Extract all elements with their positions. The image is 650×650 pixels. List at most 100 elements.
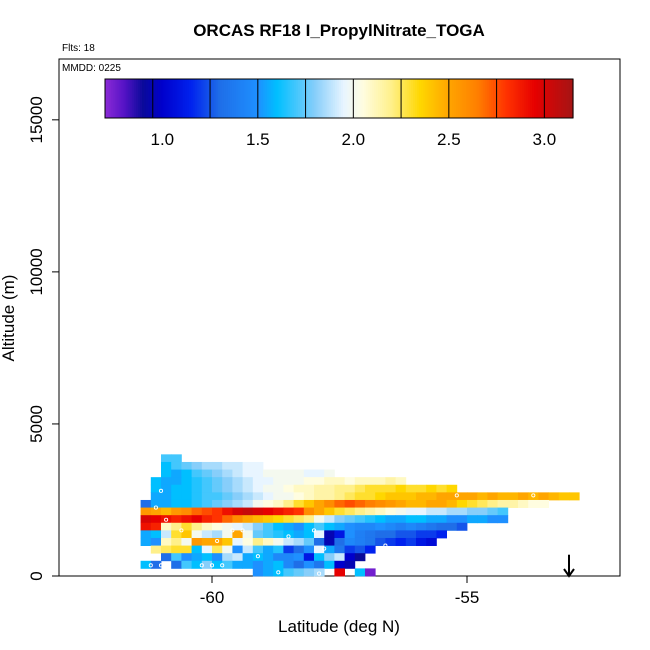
y-tick-label: 15000 xyxy=(27,96,46,143)
heatmap-cell xyxy=(283,507,294,516)
heatmap-cell xyxy=(150,537,162,546)
heatmap-cell xyxy=(314,477,325,486)
heatmap-cell xyxy=(303,469,315,478)
colorbar-swatch xyxy=(383,79,387,118)
heatmap-cell xyxy=(324,553,335,562)
x-axis-label: Latitude (deg N) xyxy=(278,617,400,636)
colorbar-swatch xyxy=(553,79,557,118)
heatmap-cell xyxy=(303,492,315,501)
heatmap-cell xyxy=(171,545,182,554)
heatmap-cell xyxy=(263,568,274,577)
heatmap-cell xyxy=(395,507,407,516)
colorbar-swatch xyxy=(231,79,235,118)
heatmap-cell xyxy=(293,515,305,524)
heatmap-cell xyxy=(252,560,264,569)
heatmap-cell xyxy=(395,499,407,508)
heatmap-cell xyxy=(201,522,213,531)
heatmap-cell xyxy=(252,461,264,470)
sample-marker xyxy=(220,563,225,568)
heatmap-cell xyxy=(446,492,458,501)
heatmap-cell xyxy=(252,515,264,524)
heatmap-cell xyxy=(252,477,264,486)
heatmap-cell xyxy=(365,515,376,524)
heatmap-cell xyxy=(324,515,335,524)
colorbar-swatch xyxy=(358,79,362,118)
heatmap-cell xyxy=(334,515,345,524)
heatmap-cell xyxy=(385,530,396,539)
heatmap-cell xyxy=(201,507,213,516)
heatmap-cell xyxy=(191,515,203,524)
colorbar-swatch xyxy=(457,79,461,118)
heatmap-cell xyxy=(436,522,447,531)
colorbar-swatch xyxy=(220,79,223,118)
heatmap-cell xyxy=(222,537,233,546)
heatmap-cell xyxy=(426,515,437,524)
heatmap-cell xyxy=(161,477,172,486)
sample-marker xyxy=(240,528,245,533)
heatmap-cell xyxy=(365,507,376,516)
heatmap-cell xyxy=(161,507,172,516)
aircraft-position-arrow xyxy=(563,554,575,578)
colorbar-swatch xyxy=(428,79,432,118)
colorbar-swatch xyxy=(543,79,547,118)
colorbar-swatch xyxy=(561,79,564,118)
heatmap-cell xyxy=(171,484,182,493)
heatmap-cell xyxy=(232,522,243,531)
heatmap-cell xyxy=(365,545,376,554)
heatmap-cell xyxy=(293,507,305,516)
heatmap-cell xyxy=(416,522,427,531)
heatmap-cell xyxy=(191,507,203,516)
colorbar-tick-label: 2.5 xyxy=(437,130,461,149)
colorbar-swatch xyxy=(496,79,500,118)
heatmap-cell xyxy=(150,522,162,531)
colorbar-swatch xyxy=(122,79,126,118)
heatmap-cell xyxy=(232,530,243,539)
colorbar-swatch xyxy=(120,79,124,118)
heatmap-cell xyxy=(232,507,243,516)
colorbar-swatch xyxy=(163,79,167,118)
heatmap-cell xyxy=(375,499,386,508)
heatmap-cell xyxy=(212,492,223,501)
heatmap-cell xyxy=(538,499,549,508)
heatmap-cell xyxy=(426,484,437,493)
heatmap-cell xyxy=(354,537,366,546)
heatmap-cell xyxy=(314,560,325,569)
heatmap-cell xyxy=(446,515,458,524)
heatmap-cell xyxy=(283,492,294,501)
sample-marker xyxy=(164,517,169,522)
heatmap-cell xyxy=(181,461,192,470)
heatmap-cell xyxy=(212,499,223,508)
heatmap-cell xyxy=(385,537,396,546)
colorbar-swatch xyxy=(454,79,457,118)
colorbar-swatch xyxy=(434,79,438,118)
colorbar-swatch xyxy=(329,79,332,118)
heatmap-cell xyxy=(456,522,468,531)
colorbar-swatch xyxy=(547,79,551,118)
heatmap-cell xyxy=(303,507,315,516)
sample-marker xyxy=(255,554,260,559)
heatmap-cell xyxy=(324,560,335,569)
colorbar-swatch xyxy=(539,79,543,118)
heatmap-cell xyxy=(252,568,264,577)
heatmap-cell xyxy=(518,499,529,508)
heatmap-cell xyxy=(201,461,213,470)
colorbar-swatch xyxy=(262,79,266,118)
colorbar-swatch xyxy=(140,79,143,118)
heatmap-cell xyxy=(242,560,254,569)
heatmap-cell xyxy=(242,469,254,478)
heatmap-cell xyxy=(314,499,325,508)
colorbar-swatch xyxy=(491,79,494,118)
colorbar-swatch xyxy=(551,79,555,118)
colorbar-swatch xyxy=(114,79,118,118)
heatmap-cell xyxy=(375,522,386,531)
heatmap-cell xyxy=(477,515,488,524)
colorbar-swatch xyxy=(145,79,149,118)
colorbar-swatch xyxy=(450,79,453,118)
colorbar-swatch xyxy=(126,79,129,118)
colorbar-swatch xyxy=(463,79,467,118)
heatmap-cell xyxy=(365,499,376,508)
colorbar-swatch xyxy=(557,79,560,118)
heatmap-cell xyxy=(365,484,376,493)
colorbar-swatch xyxy=(196,79,200,118)
